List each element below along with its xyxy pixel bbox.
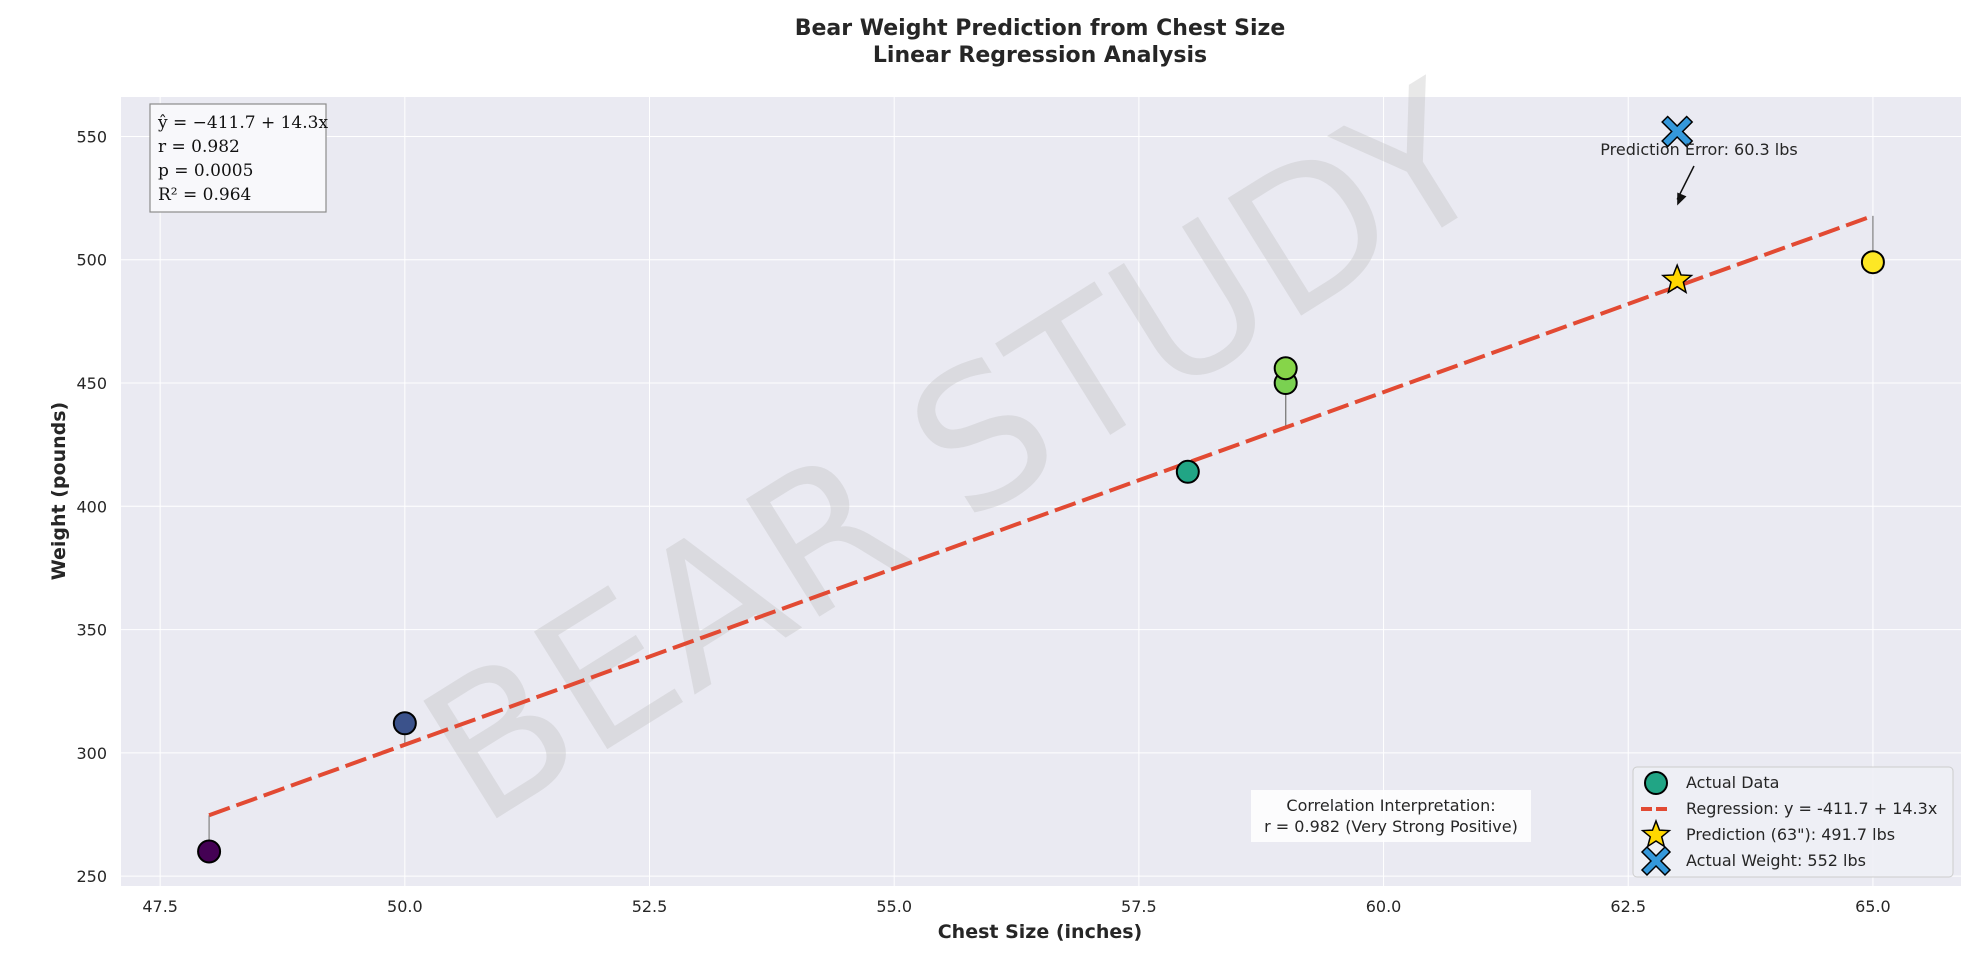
x-tick-label: 52.5 <box>632 897 668 916</box>
plot-area <box>121 97 1961 886</box>
correlation-box: Correlation Interpretation: r = 0.982 (V… <box>1251 790 1531 842</box>
error-annotation: Prediction Error: 60.3 lbs <box>1600 140 1798 206</box>
y-tick-label: 300 <box>76 744 107 763</box>
prediction-star <box>1660 263 1694 294</box>
legend-label-actual-data: Actual Data <box>1686 773 1779 792</box>
legend-label-actual-weight: Actual Weight: 552 lbs <box>1686 851 1866 870</box>
x-axis-label: Chest Size (inches) <box>938 921 1143 943</box>
data-point <box>1175 459 1200 484</box>
legend-marker-circle <box>1644 771 1668 795</box>
data-point <box>1860 250 1885 275</box>
x-tick-label: 62.5 <box>1610 897 1646 916</box>
chart-subtitle: Linear Regression Analysis <box>873 43 1207 68</box>
y-tick-label: 350 <box>76 621 107 640</box>
x-axis-ticks: 47.5 50.0 52.5 55.0 57.5 60.0 62.5 65.0 <box>142 897 1890 916</box>
error-arrowhead <box>1677 192 1687 206</box>
regression-line-path <box>208 213 1874 818</box>
y-axis-ticks: 250 300 350 400 450 500 550 <box>76 127 107 886</box>
stats-equation: ŷ = −411.7 + 14.3x <box>157 113 328 133</box>
legend-marker-x <box>1640 845 1672 877</box>
data-point <box>1273 356 1298 381</box>
legend: Actual Data Regression: y = -411.7 + 14.… <box>1632 766 1954 878</box>
data-points <box>197 250 1885 864</box>
prediction-markers <box>1660 115 1694 294</box>
x-tick-label: 47.5 <box>142 897 178 916</box>
y-tick-label: 400 <box>76 497 107 516</box>
stats-r: r = 0.982 <box>158 137 240 157</box>
legend-markers <box>1640 771 1672 877</box>
x-tick-label: 60.0 <box>1366 897 1402 916</box>
regression-line <box>208 213 1874 818</box>
x-tick-label: 55.0 <box>876 897 912 916</box>
y-tick-label: 250 <box>76 867 107 886</box>
legend-marker-star <box>1640 818 1672 849</box>
x-tick-label: 50.0 <box>387 897 423 916</box>
x-tick-label: 57.5 <box>1121 897 1157 916</box>
data-point <box>197 839 222 864</box>
x-tick-label: 65.0 <box>1855 897 1891 916</box>
stats-r-squared: R² = 0.964 <box>158 185 251 205</box>
stats-box: ŷ = −411.7 + 14.3x r = 0.982 p = 0.0005 … <box>149 103 328 213</box>
chart-title: Bear Weight Prediction from Chest Size <box>795 16 1286 41</box>
correlation-title: Correlation Interpretation: <box>1286 796 1495 815</box>
y-tick-label: 550 <box>76 127 107 146</box>
correlation-value: r = 0.982 (Very Strong Positive) <box>1264 817 1518 836</box>
y-axis-label: Weight (pounds) <box>48 402 70 581</box>
stats-p: p = 0.0005 <box>158 161 253 181</box>
y-tick-label: 500 <box>76 251 107 270</box>
y-tick-label: 450 <box>76 374 107 393</box>
actual-weight-marker <box>1661 115 1694 148</box>
data-point <box>392 711 417 736</box>
error-annotation-text: Prediction Error: 60.3 lbs <box>1600 140 1797 159</box>
legend-label-prediction: Prediction (63"): 491.7 lbs <box>1686 825 1895 844</box>
legend-label-regression: Regression: y = -411.7 + 14.3x <box>1686 799 1937 818</box>
